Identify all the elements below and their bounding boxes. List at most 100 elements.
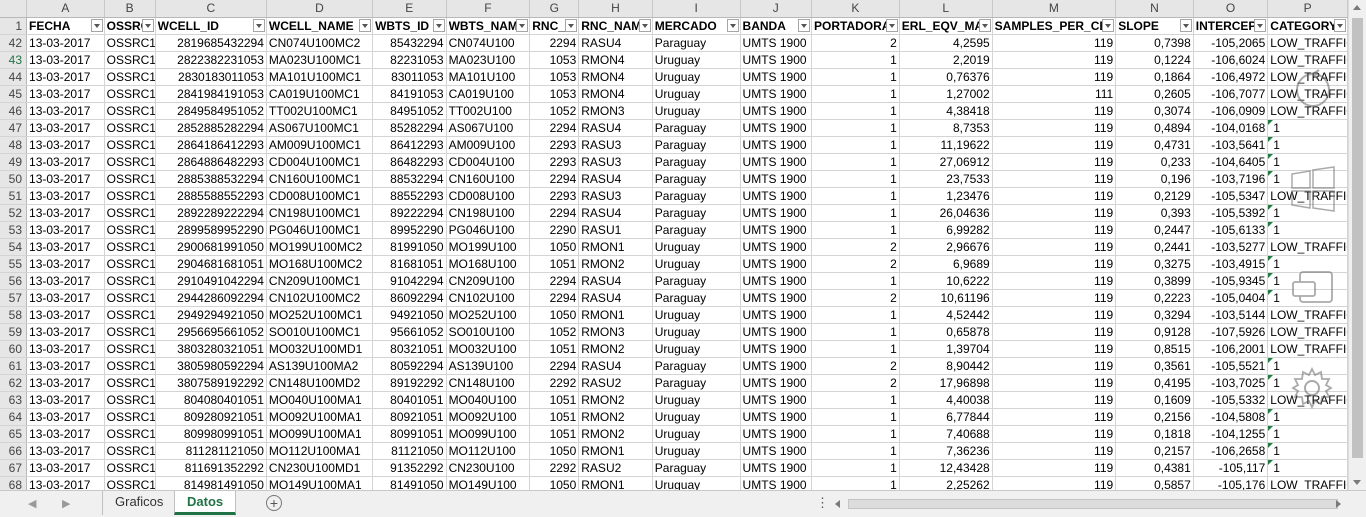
cell-samples-per-cell[interactable]: 119 — [992, 391, 1117, 409]
cell-wcell-name[interactable]: MO168U100MC2 — [266, 255, 374, 273]
cell-erl-eqv-max[interactable]: 2,25262 — [899, 476, 993, 490]
cell-portadora[interactable]: 1 — [811, 425, 900, 443]
cell-slope[interactable]: 0,2223 — [1115, 289, 1194, 307]
cell-mercado[interactable]: Paraguay — [652, 374, 741, 392]
cell-mercado[interactable]: Uruguay — [652, 85, 741, 103]
error-indicator-icon[interactable] — [1268, 136, 1274, 142]
cell-intercept[interactable]: -105,2065 — [1193, 34, 1269, 52]
filter-dropdown-icon[interactable] — [90, 18, 103, 32]
cell-banda[interactable]: UMTS 1900 — [740, 289, 813, 307]
cell-banda[interactable]: UMTS 1900 — [740, 170, 813, 188]
cell-samples-per-cell[interactable]: 119 — [992, 255, 1117, 273]
cell-rnc-name[interactable]: RMON3 — [578, 323, 653, 341]
cell-wcell-id[interactable]: 2892289222294 — [155, 204, 267, 222]
scroll-right-icon[interactable] — [1336, 500, 1341, 508]
cell-ossrc[interactable]: OSSRC1 — [104, 204, 156, 222]
cell-wbts-name[interactable]: CN198U100 — [446, 204, 531, 222]
cell-rnc-id[interactable]: 2294 — [529, 170, 580, 188]
cell-fecha[interactable]: 13-03-2017 — [26, 255, 105, 273]
row-number[interactable]: 44 — [0, 68, 28, 86]
error-indicator-icon[interactable] — [1268, 204, 1274, 210]
cell-rnc-name[interactable]: RASU2 — [578, 459, 653, 477]
cell-wbts-name[interactable]: AM009U100 — [446, 136, 531, 154]
cell-mercado[interactable]: Paraguay — [652, 289, 741, 307]
cell-wbts-id[interactable]: 89192292 — [372, 374, 447, 392]
cell-wbts-name[interactable]: CN209U100 — [446, 272, 531, 290]
cell-portadora[interactable]: 1 — [811, 306, 900, 324]
error-indicator-icon[interactable] — [1268, 119, 1274, 125]
column-letter-d[interactable]: D — [266, 0, 374, 18]
cell-fecha[interactable]: 13-03-2017 — [26, 34, 105, 52]
error-indicator-icon[interactable] — [1268, 272, 1274, 278]
cell-ossrc[interactable]: OSSRC1 — [104, 459, 156, 477]
cell-wcell-name[interactable]: MO112U100MA1 — [266, 442, 374, 460]
row-number[interactable]: 1 — [0, 17, 28, 35]
cell-wcell-id[interactable]: 809980991051 — [155, 425, 267, 443]
cell-samples-per-cell[interactable]: 119 — [992, 374, 1117, 392]
cell-wcell-id[interactable]: 2864186412293 — [155, 136, 267, 154]
cell-fecha[interactable]: 13-03-2017 — [26, 374, 105, 392]
filter-dropdown-icon[interactable] — [978, 18, 991, 32]
row-number[interactable]: 59 — [0, 323, 28, 341]
rotate-icon[interactable] — [1288, 68, 1338, 112]
cell-wcell-id[interactable]: 2899589952290 — [155, 221, 267, 239]
cell-banda[interactable]: UMTS 1900 — [740, 34, 813, 52]
row-number[interactable]: 49 — [0, 153, 28, 171]
cell-portadora[interactable]: 1 — [811, 204, 900, 222]
cell-category[interactable]: 1 — [1267, 153, 1348, 171]
cell-slope[interactable]: 0,3561 — [1115, 357, 1194, 375]
cell-rnc-id[interactable]: 2293 — [529, 136, 580, 154]
column-letter-h[interactable]: H — [578, 0, 653, 18]
cell-erl-eqv-max[interactable]: 17,96898 — [899, 374, 993, 392]
cell-wcell-name[interactable]: CA019U100MC1 — [266, 85, 374, 103]
cell-fecha[interactable]: 13-03-2017 — [26, 357, 105, 375]
cell-wcell-id[interactable]: 2885588552293 — [155, 187, 267, 205]
cell-slope[interactable]: 0,8515 — [1115, 340, 1194, 358]
cell-banda[interactable]: UMTS 1900 — [740, 408, 813, 426]
cell-ossrc[interactable]: OSSRC1 — [104, 153, 156, 171]
cell-rnc-name[interactable]: RMON2 — [578, 408, 653, 426]
cell-samples-per-cell[interactable]: 119 — [992, 459, 1117, 477]
cell-wbts-id[interactable]: 81491050 — [372, 476, 447, 490]
cell-samples-per-cell[interactable]: 119 — [992, 476, 1117, 490]
row-number[interactable]: 47 — [0, 119, 28, 137]
cell-wbts-id[interactable]: 80321051 — [372, 340, 447, 358]
cell-wcell-id[interactable]: 2822382231053 — [155, 51, 267, 69]
cell-slope[interactable]: 0,3899 — [1115, 272, 1194, 290]
error-indicator-icon[interactable] — [1268, 442, 1274, 448]
cell-banda[interactable]: UMTS 1900 — [740, 323, 813, 341]
cell-wbts-name[interactable]: TT002U100 — [446, 102, 531, 120]
cell-rnc-name[interactable]: RMON2 — [578, 391, 653, 409]
column-letter-f[interactable]: F — [446, 0, 531, 18]
cell-wcell-name[interactable]: SO010U100MC1 — [266, 323, 374, 341]
cell-rnc-id[interactable]: 1050 — [529, 306, 580, 324]
cell-banda[interactable]: UMTS 1900 — [740, 153, 813, 171]
cell-fecha[interactable]: 13-03-2017 — [26, 85, 105, 103]
cell-wcell-name[interactable]: MO032U100MD1 — [266, 340, 374, 358]
cell-category[interactable]: LOW_TRAFFIC_1 — [1267, 306, 1348, 324]
column-letter-b[interactable]: B — [104, 0, 156, 18]
cell-rnc-name[interactable]: RMON2 — [578, 340, 653, 358]
cell-ossrc[interactable]: OSSRC1 — [104, 357, 156, 375]
cell-intercept[interactable]: -105,9345 — [1193, 272, 1269, 290]
cell-rnc-id[interactable]: 2292 — [529, 459, 580, 477]
cell-erl-eqv-max[interactable]: 8,7353 — [899, 119, 993, 137]
cell-category[interactable]: 1 — [1267, 442, 1348, 460]
cell-wbts-name[interactable]: MA023U100 — [446, 51, 531, 69]
cell-portadora[interactable]: 1 — [811, 170, 900, 188]
cell-fecha[interactable]: 13-03-2017 — [26, 238, 105, 256]
cell-samples-per-cell[interactable]: 119 — [992, 204, 1117, 222]
cell-intercept[interactable]: -104,5808 — [1193, 408, 1269, 426]
cell-portadora[interactable]: 2 — [811, 357, 900, 375]
filter-dropdown-icon[interactable] — [1334, 18, 1346, 32]
cell-slope[interactable]: 0,196 — [1115, 170, 1194, 188]
cell-category[interactable]: 1 — [1267, 170, 1348, 188]
cell-wbts-id[interactable]: 83011053 — [372, 68, 447, 86]
header-cell-intercept[interactable]: INTERCEPT — [1193, 17, 1269, 35]
cell-fecha[interactable]: 13-03-2017 — [26, 476, 105, 490]
header-cell-slope[interactable]: SLOPE — [1115, 17, 1194, 35]
header-cell-wcell-id[interactable]: WCELL_ID — [155, 17, 267, 35]
cell-wbts-name[interactable]: CN160U100 — [446, 170, 531, 188]
cell-rnc-id[interactable]: 2294 — [529, 289, 580, 307]
cell-ossrc[interactable]: OSSRC1 — [104, 119, 156, 137]
